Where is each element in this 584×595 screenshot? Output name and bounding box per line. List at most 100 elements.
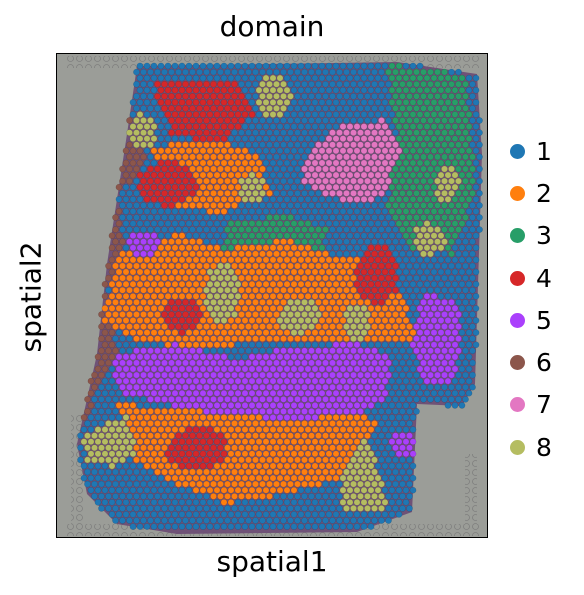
spot-domain-8 xyxy=(357,335,364,343)
spot-domain-8 xyxy=(231,311,238,318)
spot-domain-4 xyxy=(371,298,378,306)
spot-domain-2 xyxy=(259,286,266,294)
spot-domain-2 xyxy=(255,438,263,446)
spot-domain-1 xyxy=(147,105,154,112)
spot-domain-1 xyxy=(322,129,329,136)
spot-domain-2 xyxy=(248,159,256,167)
spot-domain-2 xyxy=(203,335,210,343)
spot-domain-5 xyxy=(367,365,375,373)
spot-domain-2 xyxy=(238,492,245,500)
spot-domain-2 xyxy=(259,262,266,270)
spot-domain-1 xyxy=(129,220,137,227)
spot-domain-3 xyxy=(416,111,424,118)
spot-domain-1 xyxy=(101,377,109,385)
legend-label: 4 xyxy=(536,263,552,293)
spot-domain-1 xyxy=(409,462,417,470)
spot-domain-2 xyxy=(266,298,273,306)
spot-domain-2 xyxy=(273,311,280,318)
spot-domain-1 xyxy=(213,511,221,518)
spot-domain-1 xyxy=(297,111,305,118)
spot-domain-8 xyxy=(441,165,448,173)
spot-domain-4 xyxy=(164,195,172,203)
spot-domain-1 xyxy=(245,117,252,124)
spot-domain-1 xyxy=(374,111,382,118)
spot-domain-2 xyxy=(315,250,322,258)
spot-domain-7 xyxy=(308,165,315,173)
spot-domain-1 xyxy=(332,86,340,94)
spot-domain-5 xyxy=(378,383,385,391)
spot-domain-4 xyxy=(164,159,172,167)
spot-domain-1 xyxy=(150,111,158,118)
spot-domain-1 xyxy=(192,232,200,239)
spot-domain-1 xyxy=(332,498,340,506)
spot-domain-2 xyxy=(178,256,186,264)
spot-domain-2 xyxy=(315,335,322,343)
spot-domain-2 xyxy=(140,311,147,318)
spot-domain-2 xyxy=(147,456,154,464)
spot-domain-1 xyxy=(462,226,469,233)
spot-domain-8 xyxy=(346,329,354,336)
spot-domain-1 xyxy=(364,517,371,524)
spot-domain-5 xyxy=(444,365,452,373)
spot-domain-3 xyxy=(465,171,473,179)
spot-domain-1 xyxy=(203,517,210,524)
spot-domain-1 xyxy=(143,111,151,118)
spot-domain-2 xyxy=(206,474,214,482)
spot-domain-4 xyxy=(206,462,214,470)
spot-domain-8 xyxy=(451,183,459,191)
spot-domain-5 xyxy=(150,353,158,361)
spot-domain-1 xyxy=(245,214,252,221)
spot-domain-1 xyxy=(182,68,189,76)
spot-domain-2 xyxy=(220,462,228,470)
spot-domain-8 xyxy=(427,226,434,233)
spot-domain-8 xyxy=(91,456,98,464)
spot-domain-1 xyxy=(80,426,88,433)
spot-domain-4 xyxy=(168,93,175,100)
spot-domain-2 xyxy=(294,480,301,488)
spot-domain-2 xyxy=(315,298,322,306)
spot-domain-8 xyxy=(115,438,123,446)
spot-domain-2 xyxy=(388,292,396,300)
spot-domain-2 xyxy=(350,274,357,282)
spot-domain-1 xyxy=(469,250,476,258)
spot-domain-5 xyxy=(273,359,280,367)
spot-domain-5 xyxy=(322,408,329,415)
spot-domain-2 xyxy=(304,268,312,276)
spot-domain-8 xyxy=(273,105,280,112)
spot-domain-5 xyxy=(448,311,455,318)
spot-domain-3 xyxy=(455,189,462,197)
spot-domain-2 xyxy=(140,444,147,452)
spot-domain-5 xyxy=(416,341,424,349)
spot-domain-3 xyxy=(413,189,420,197)
spot-domain-8 xyxy=(280,93,287,100)
spot-domain-1 xyxy=(119,335,126,343)
spot-domain-2 xyxy=(157,292,165,300)
spot-domain-1 xyxy=(465,305,473,312)
spot-domain-2 xyxy=(395,292,403,300)
spot-domain-1 xyxy=(196,505,203,512)
spot-domain-4 xyxy=(199,426,207,433)
spot-domain-2 xyxy=(339,317,347,324)
spot-domain-8 xyxy=(371,492,378,500)
spot-domain-2 xyxy=(402,329,410,336)
spot-domain-2 xyxy=(346,414,354,421)
spot-domain-1 xyxy=(136,341,144,349)
spot-domain-1 xyxy=(364,238,371,245)
spot-domain-8 xyxy=(105,420,112,427)
spot-domain-2 xyxy=(133,286,140,294)
spot-domain-1 xyxy=(332,220,340,227)
spot-domain-5 xyxy=(185,365,193,373)
spot-domain-1 xyxy=(318,123,326,130)
spot-domain-8 xyxy=(266,93,273,100)
spot-domain-4 xyxy=(154,189,161,197)
spot-domain-1 xyxy=(430,268,438,276)
spot-domain-2 xyxy=(185,244,193,252)
spot-domain-1 xyxy=(325,62,333,70)
spot-domain-2 xyxy=(304,438,312,446)
spot-domain-4 xyxy=(178,305,186,312)
spot-domain-2 xyxy=(178,292,186,300)
spot-domain-2 xyxy=(164,329,172,336)
spot-domain-3 xyxy=(416,159,424,167)
spot-domain-5 xyxy=(437,365,445,373)
spot-domain-1 xyxy=(294,189,301,197)
